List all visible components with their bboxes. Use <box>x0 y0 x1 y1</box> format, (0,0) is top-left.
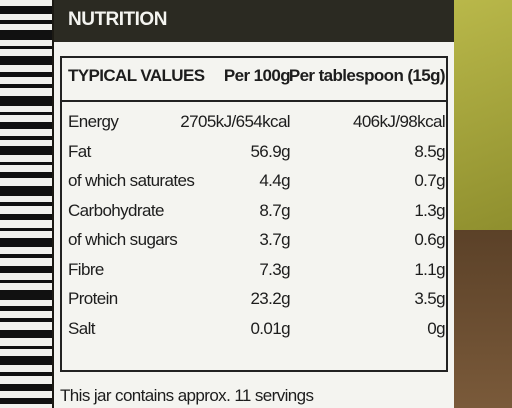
row-label: Energy <box>68 112 119 131</box>
cell-value: 23.2g <box>250 289 290 308</box>
header-title: NUTRITION <box>68 9 167 30</box>
column-header: Per tablespoon (15g) <box>288 66 446 85</box>
cell-value: 3.7g <box>259 230 290 249</box>
cell-value: 2705kJ/654kcal <box>180 112 290 131</box>
row-label: Fibre <box>68 259 104 279</box>
column-header: Per 100g <box>223 66 291 85</box>
cell-value: 8.7g <box>259 200 290 220</box>
cell-value: 7.3g <box>259 259 290 279</box>
table-border <box>60 56 448 372</box>
cell-value: 406kJ/98kcal <box>352 112 446 131</box>
column-header: TYPICAL VALUES <box>68 66 205 85</box>
row-label: Salt <box>68 318 96 338</box>
cell-value: 0.6g <box>414 230 445 249</box>
footer-note: This jar contains approx. 11 servings <box>60 386 314 405</box>
row-label: Protein <box>68 289 118 308</box>
cell-value: 0.7g <box>414 171 445 190</box>
cell-value: 3.5g <box>414 289 445 308</box>
header-rule <box>60 100 448 102</box>
row-label: Carbohydrate <box>68 200 164 220</box>
row-label: Fat <box>68 141 91 161</box>
cell-value: 8.5g <box>414 141 445 161</box>
cell-value: 4.4g <box>259 171 290 190</box>
cell-value: 0.01g <box>250 318 290 338</box>
background-packaging <box>452 0 512 230</box>
header-band: NUTRITION <box>54 0 454 42</box>
cell-value: 0g <box>427 318 445 338</box>
cell-value: 1.3g <box>414 200 445 220</box>
background-packaging <box>452 230 512 408</box>
cell-value: 56.9g <box>250 141 290 161</box>
label-panel <box>54 0 454 408</box>
row-label: of which sugars <box>68 230 178 249</box>
row-label: of which saturates <box>68 171 195 190</box>
barcode <box>0 0 52 408</box>
cell-value: 1.1g <box>414 259 445 279</box>
